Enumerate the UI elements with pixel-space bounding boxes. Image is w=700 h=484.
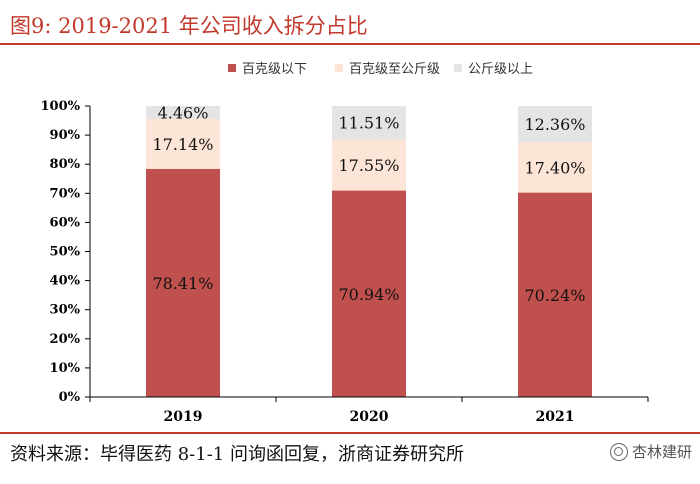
bar-2020-series-0 — [332, 190, 406, 397]
bars: 78.41% 17.14% 4.46% 70.94% 17.55% 11.51% 70.24… — [146, 103, 592, 397]
data-label-2020-series-0: 70.94% — [338, 285, 399, 304]
data-label-2021-series-1: 17.40% — [524, 158, 585, 177]
legend-swatch-2 — [454, 64, 462, 72]
data-label-2020-series-2: 11.51% — [338, 114, 399, 133]
y-tick-label-6: 60% — [50, 215, 81, 230]
bar-2020-series-2 — [332, 106, 406, 140]
bar-2019-series-1 — [146, 118, 220, 169]
data-label-2019-series-0: 78.41% — [152, 274, 213, 293]
y-axis: 0% 10% 20% 30% 40% 50% 60% 70% 80% 90% 100% — [41, 99, 91, 405]
x-tick-label-2020: 2020 — [350, 409, 389, 425]
figure-header: 图9: 2019-2021 年公司收入拆分占比 — [0, 0, 700, 45]
data-label-2021-series-2: 12.36% — [524, 115, 585, 134]
figure-title: 图9: 2019-2021 年公司收入拆分占比 — [10, 14, 368, 38]
data-label-2021-series-0: 70.24% — [524, 286, 585, 305]
y-tick-label-0: 0% — [59, 390, 81, 405]
y-tick-label-3: 30% — [50, 303, 81, 318]
wechat-icon — [609, 442, 628, 461]
legend-label-1: 百克级至公斤级 — [349, 62, 440, 77]
y-tick-label-9: 90% — [50, 128, 81, 143]
title-rule — [0, 43, 700, 45]
watermark: 杏林建研 — [609, 441, 692, 462]
y-tick-label-7: 70% — [50, 186, 81, 201]
bar-2021-series-2 — [518, 106, 592, 142]
source-rule — [0, 432, 700, 434]
y-tick-label-5: 50% — [50, 245, 81, 260]
bar-2019-series-0 — [146, 168, 220, 397]
y-tick-label-1: 10% — [50, 361, 81, 376]
data-label-2020-series-1: 17.55% — [338, 156, 399, 175]
bar-2019-series-2 — [146, 106, 220, 119]
chart-legend: 百克级以下 百克级至公斤级 公斤级以上 — [228, 62, 533, 77]
legend-label-2: 公斤级以上 — [468, 62, 533, 77]
legend-label-0: 百克级以下 — [242, 62, 307, 77]
y-tick-label-8: 80% — [50, 157, 81, 172]
legend-swatch-1 — [335, 64, 343, 72]
x-tick-label-2021: 2021 — [536, 409, 575, 425]
bar-2021-series-1 — [518, 141, 592, 193]
source-note: 资料来源：毕得医药 8-1-1 问询函回复，浙商证券研究所 — [10, 444, 464, 465]
y-tick-label-10: 100% — [41, 99, 81, 114]
x-tick-label-2019: 2019 — [164, 409, 203, 425]
x-axis: 2019 2020 2021 — [89, 396, 649, 425]
bar-2020-series-1 — [332, 139, 406, 191]
watermark-text: 杏林建研 — [631, 443, 692, 461]
data-label-2019-series-1: 17.14% — [152, 135, 213, 154]
legend-swatch-0 — [228, 64, 236, 72]
y-tick-label-2: 20% — [50, 332, 81, 347]
y-tick-label-4: 40% — [50, 274, 81, 289]
bar-2021-series-0 — [518, 192, 592, 397]
stacked-bar-chart: 百克级以下 百克级至公斤级 公斤级以上 0% 10% 20% 30% 40% 50% 60% 70… — [41, 62, 649, 425]
data-label-2019-series-2: 4.46% — [158, 103, 209, 122]
